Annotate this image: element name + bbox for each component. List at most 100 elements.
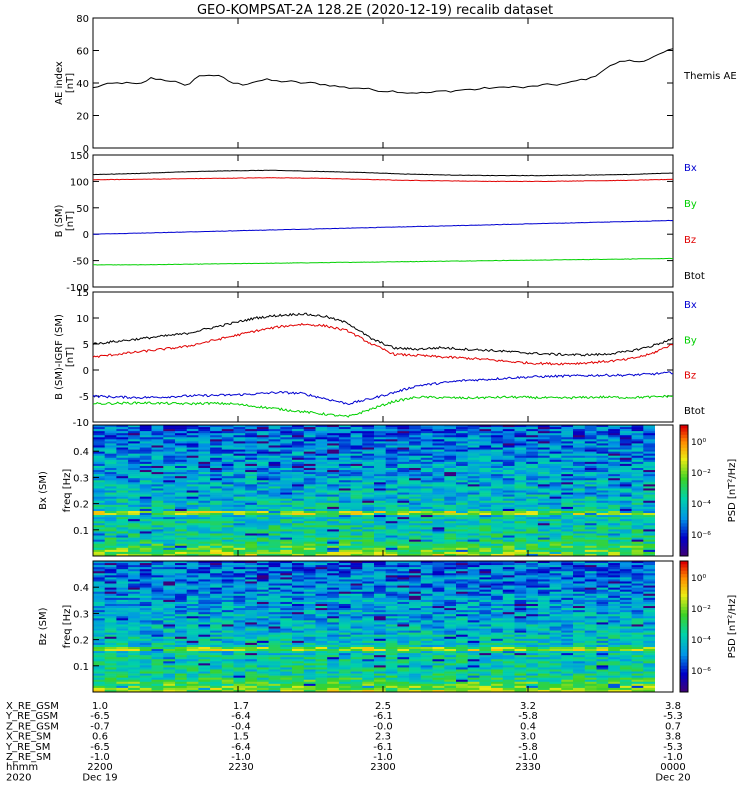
spectrogram-cell xyxy=(631,545,644,549)
spectrogram-cell xyxy=(128,549,141,553)
y-tick-label: 150 xyxy=(70,151,89,162)
spectrogram-cell xyxy=(128,673,141,676)
spectrogram-cell xyxy=(93,490,106,493)
spectrogram-cell xyxy=(268,624,281,627)
spectrogram-cell xyxy=(467,437,480,440)
spectrogram-cell xyxy=(338,679,352,683)
spectrogram-cell xyxy=(128,429,141,432)
spectrogram-cell xyxy=(116,527,129,530)
spectrogram-cell xyxy=(362,646,375,650)
spectrogram-cell xyxy=(338,626,352,629)
spectrogram-cell xyxy=(549,486,562,489)
spectrogram-cell xyxy=(338,525,352,528)
spectrogram-cell xyxy=(93,431,106,434)
spectrogram-cell xyxy=(456,445,469,448)
spectrogram-cell xyxy=(233,508,246,512)
spectrogram-cell xyxy=(292,679,305,683)
spectrogram-cell xyxy=(151,486,164,489)
spectrogram-cell xyxy=(292,553,305,557)
spectrogram-cell xyxy=(362,687,375,691)
spectrogram-cell xyxy=(233,679,246,683)
spectrogram-cell xyxy=(420,429,433,432)
spectrogram-cell xyxy=(116,553,129,557)
spectrogram-cell xyxy=(93,638,106,642)
spectrogram-cell xyxy=(397,679,410,683)
spectrogram-cell xyxy=(245,431,258,434)
spectrogram-cell xyxy=(467,539,480,542)
spectrogram-cell xyxy=(338,537,352,540)
spectrogram-cell xyxy=(280,470,293,473)
spectrogram-cell xyxy=(397,606,410,609)
spectrogram-cell xyxy=(456,476,469,479)
spectrogram-cell xyxy=(420,470,433,473)
spectrogram-cell xyxy=(456,517,469,520)
spectrogram-cell xyxy=(151,665,164,668)
spectrogram-cell xyxy=(608,482,621,485)
spectrogram-cell xyxy=(362,610,375,613)
colorbar-segment xyxy=(680,510,688,514)
spectrogram-cell xyxy=(420,447,433,450)
spectrogram-cell xyxy=(116,638,129,642)
spectrogram-cell xyxy=(116,437,129,440)
spectrogram-cell xyxy=(315,455,328,459)
spectrogram-cell xyxy=(163,649,176,652)
spectrogram-cell xyxy=(303,612,316,615)
spectrogram-cell xyxy=(631,541,644,545)
spectrogram-cell xyxy=(116,628,129,631)
spectrogram-cell xyxy=(280,569,293,572)
spectrogram-cell xyxy=(256,435,270,438)
spectrogram-cell xyxy=(233,537,246,540)
spectrogram-cell xyxy=(456,531,469,534)
spectrogram-cell xyxy=(245,437,258,440)
spectrogram-cell xyxy=(315,513,328,516)
spectrogram-cell xyxy=(268,490,281,493)
spectrogram-cell xyxy=(573,488,586,491)
spectrogram-cell xyxy=(292,577,305,580)
spectrogram-cell xyxy=(537,443,551,446)
spectrogram-cell xyxy=(210,681,223,685)
spectrogram-cell xyxy=(256,567,270,570)
spectrogram-cell xyxy=(537,508,551,512)
colorbar-segment xyxy=(680,428,688,433)
spectrogram-cell xyxy=(128,463,141,467)
spectrogram-cell xyxy=(210,431,223,434)
spectrogram-cell xyxy=(151,467,164,471)
spectrogram-cell xyxy=(104,496,117,499)
spectrogram-cell xyxy=(514,472,527,475)
spectrogram-cell xyxy=(280,671,293,674)
spectrogram-cell xyxy=(643,451,656,454)
spectrogram-cell xyxy=(643,482,656,485)
spectrogram-cell xyxy=(93,441,106,444)
spectrogram-cell xyxy=(163,599,176,603)
spectrogram-cell xyxy=(139,601,152,605)
spectrogram-cell xyxy=(350,429,363,432)
spectrogram-cell xyxy=(514,451,527,454)
spectrogram-cell xyxy=(327,677,340,681)
spectrogram-cell xyxy=(292,492,305,495)
spectrogram-cell xyxy=(116,457,129,461)
spectrogram-cell xyxy=(479,547,492,551)
spectrogram-cell xyxy=(514,486,527,489)
spectrogram-cell xyxy=(175,569,188,572)
spectrogram-cell xyxy=(198,644,211,648)
spectrogram-cell xyxy=(338,549,352,553)
spectrogram-cell xyxy=(221,628,234,631)
spectrogram-cell xyxy=(479,441,492,444)
spectrogram-cell xyxy=(420,539,433,542)
spectrogram-cell xyxy=(444,506,457,510)
spectrogram-cell xyxy=(175,549,188,553)
spectrogram-cell xyxy=(233,492,246,495)
spectrogram-cell xyxy=(104,634,117,638)
spectrogram-cell xyxy=(186,622,199,625)
spectrogram-cell xyxy=(233,517,246,520)
spectrogram-cell xyxy=(221,642,234,646)
spectrogram-cell xyxy=(338,628,352,631)
spectrogram-cell xyxy=(315,433,328,436)
spectrogram-cell xyxy=(420,523,433,526)
spectrogram-cell xyxy=(245,569,258,572)
spectrogram-cell xyxy=(268,531,281,534)
spectrogram-cell xyxy=(374,472,387,475)
spectrogram-cell xyxy=(526,543,539,547)
spectrogram-cell xyxy=(584,500,597,504)
